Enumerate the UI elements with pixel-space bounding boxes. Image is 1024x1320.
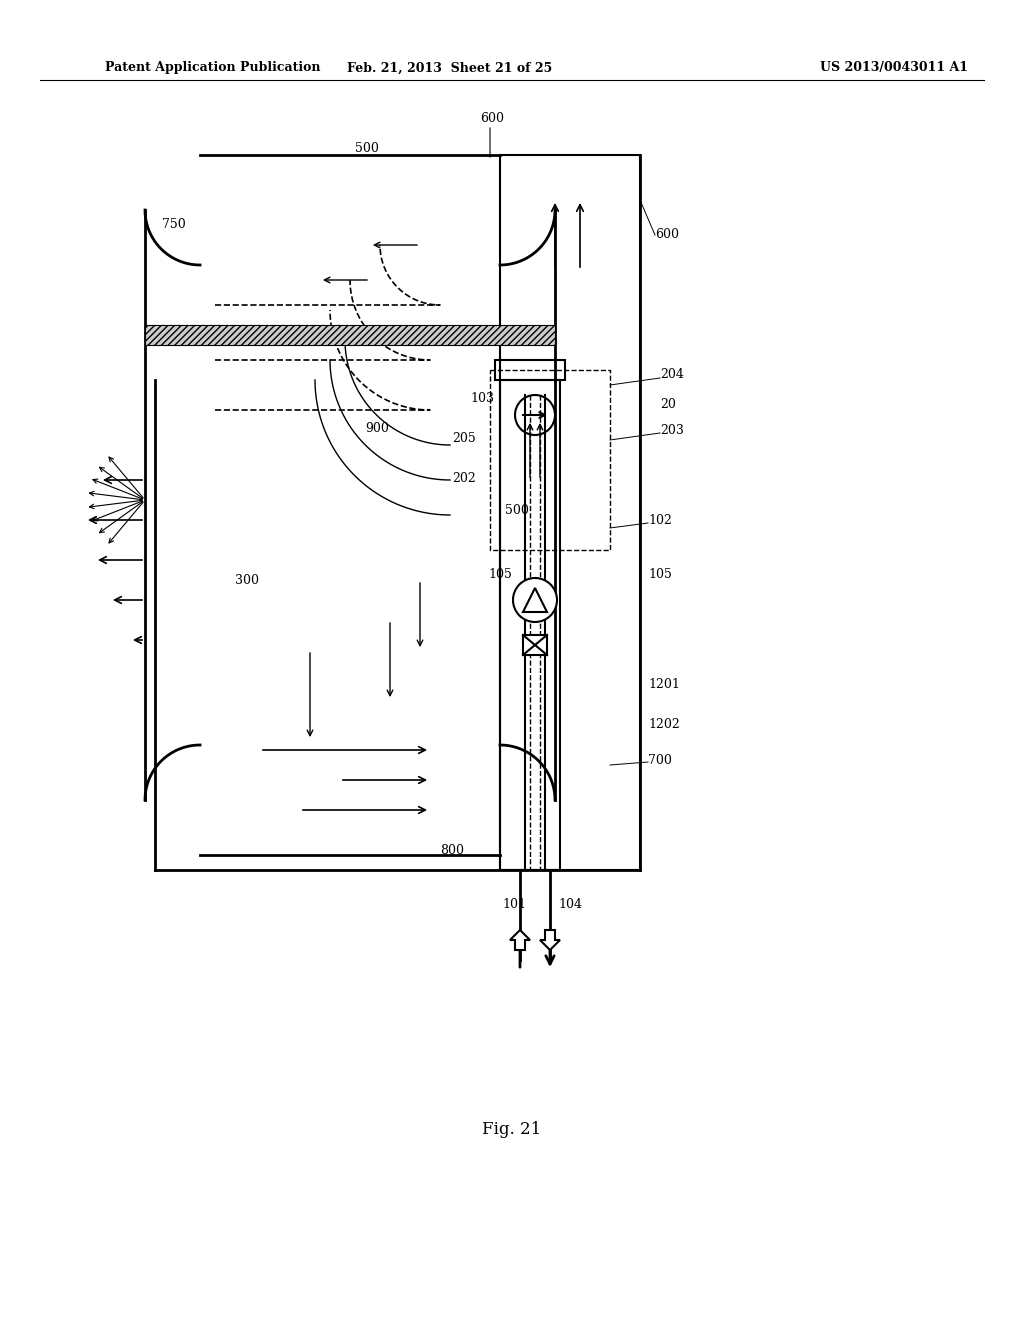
Text: 102: 102 [648,513,672,527]
Text: 20: 20 [660,399,676,412]
Text: Fig. 21: Fig. 21 [482,1122,542,1138]
Text: 500: 500 [355,141,379,154]
Text: 500: 500 [505,503,528,516]
Text: 105: 105 [648,569,672,582]
Bar [523,635,547,655]
Text: 101: 101 [502,899,526,912]
Circle shape [513,578,557,622]
Text: 600: 600 [655,228,679,242]
Text: 800: 800 [440,843,464,857]
Text: 300: 300 [234,573,259,586]
Text: 205: 205 [452,432,476,445]
Polygon shape [540,931,560,950]
Text: US 2013/0043011 A1: US 2013/0043011 A1 [820,62,968,74]
Text: 1201: 1201 [648,678,680,692]
Text: 104: 104 [558,899,582,912]
Text: 1202: 1202 [648,718,680,731]
Text: 202: 202 [452,471,476,484]
Text: 203: 203 [660,424,684,437]
Text: 700: 700 [648,754,672,767]
Text: 750: 750 [162,219,185,231]
Text: 600: 600 [480,111,504,124]
Polygon shape [510,931,530,950]
Text: Feb. 21, 2013  Sheet 21 of 25: Feb. 21, 2013 Sheet 21 of 25 [347,62,553,74]
Text: 105: 105 [488,569,512,582]
Text: 204: 204 [660,368,684,381]
Bar [145,325,555,345]
Text: 103: 103 [470,392,494,404]
Text: Patent Application Publication: Patent Application Publication [105,62,321,74]
Text: 900: 900 [365,421,389,434]
